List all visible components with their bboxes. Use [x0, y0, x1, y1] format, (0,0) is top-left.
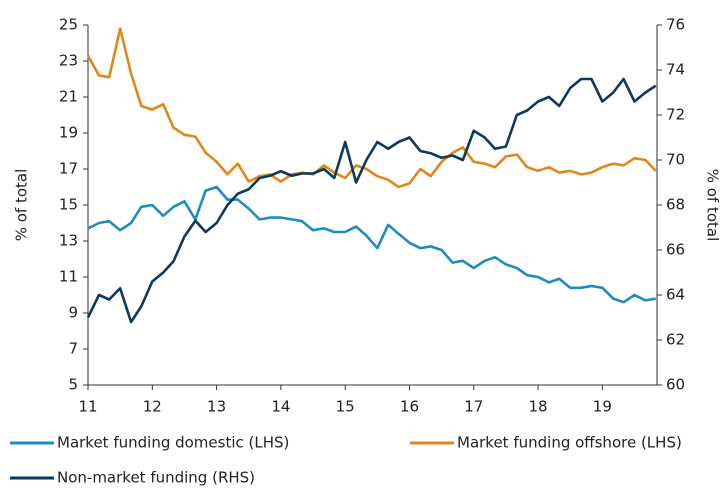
y2-tick-label: 64	[666, 286, 685, 304]
y-tick-label: 13	[59, 232, 78, 250]
y2-tick-label: 68	[666, 196, 685, 214]
y2-tick-label: 62	[666, 331, 685, 349]
x-tick-label: 19	[593, 398, 612, 416]
y2-tick-label: 66	[666, 241, 685, 259]
y2-tick-label: 74	[666, 61, 685, 79]
y-tick-label: 11	[59, 268, 78, 286]
legend-label: Market funding offshore (LHS)	[457, 434, 682, 452]
y-axis-label: % of total	[13, 169, 31, 242]
series-line	[86, 27, 657, 189]
y-tick-label: 19	[59, 124, 78, 142]
x-tick-label: 17	[464, 398, 483, 416]
y-tick-label: 21	[59, 88, 78, 106]
y-tick-label: 15	[59, 196, 78, 214]
legend-label: Market funding domestic (LHS)	[57, 434, 289, 452]
x-tick-label: 16	[400, 398, 419, 416]
y2-tick-label: 76	[666, 16, 685, 34]
y-tick-label: 5	[68, 376, 78, 394]
y-tick-label: 17	[59, 160, 78, 178]
y2-tick-label: 60	[666, 376, 685, 394]
y-tick-label: 23	[59, 52, 78, 70]
y2-axis-label: % of total	[704, 169, 722, 242]
x-tick-label: 13	[207, 398, 226, 416]
y-tick-label: 9	[68, 304, 78, 322]
x-tick-label: 18	[529, 398, 548, 416]
y-tick-label: 25	[59, 16, 78, 34]
y2-tick-label: 72	[666, 106, 685, 124]
x-tick-label: 12	[143, 398, 162, 416]
y2-tick-label: 70	[666, 151, 685, 169]
legend-label: Non-market funding (RHS)	[57, 469, 255, 487]
x-tick-label: 15	[336, 398, 355, 416]
series-line	[86, 77, 657, 324]
y-tick-label: 7	[68, 340, 78, 358]
x-tick-label: 14	[271, 398, 290, 416]
series-line	[87, 185, 656, 304]
x-tick-label: 11	[78, 398, 97, 416]
